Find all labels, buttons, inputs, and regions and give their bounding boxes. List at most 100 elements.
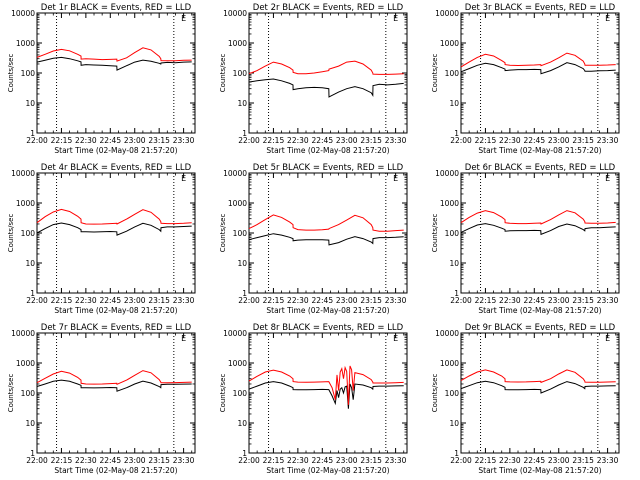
- x-tick-label: 23:30: [385, 456, 407, 465]
- event-marker-label: E: [605, 14, 610, 23]
- y-tick-label: 1000: [440, 359, 459, 368]
- x-tick-label: 23:00: [548, 296, 570, 305]
- x-tick-label: 23:30: [385, 296, 407, 305]
- y-axis-label: Counts/sec: [431, 374, 439, 413]
- x-tick-label: 22:15: [475, 296, 497, 305]
- y-tick-label: 1: [30, 289, 35, 298]
- panel-title: Det 8r BLACK = Events, RED = LLD: [253, 323, 404, 333]
- event-marker-label: E: [393, 174, 398, 183]
- x-tick-label: 22:00: [26, 136, 48, 145]
- y-tick-label: 100: [233, 389, 248, 398]
- x-tick-label: 23:30: [597, 136, 619, 145]
- x-tick-label: 22:30: [75, 296, 97, 305]
- y-tick-label: 10: [25, 99, 35, 108]
- x-tick-label: 23:00: [124, 456, 146, 465]
- x-tick-label: 22:00: [450, 456, 472, 465]
- y-tick-label: 10: [449, 259, 459, 268]
- events-series-line: [248, 233, 404, 246]
- y-tick-label: 1000: [228, 199, 247, 208]
- x-tick-label: 22:45: [311, 296, 333, 305]
- lld-series-line: [248, 365, 404, 405]
- y-axis-label: Counts/sec: [219, 214, 227, 253]
- x-tick-label: 22:30: [499, 296, 521, 305]
- y-tick-label: 10000: [435, 169, 459, 178]
- lld-series-line: [36, 47, 192, 62]
- y-tick-label: 10: [237, 99, 247, 108]
- y-tick-label: 10000: [11, 169, 35, 178]
- panel-title: Det 6r BLACK = Events, RED = LLD: [465, 163, 616, 173]
- plot-frame: [248, 172, 408, 294]
- x-tick-label: 22:45: [311, 136, 333, 145]
- panel-title: Det 7r BLACK = Events, RED = LLD: [41, 323, 192, 333]
- x-axis-label: Start Time (02-May-08 21:57:20): [478, 306, 601, 315]
- event-marker-label: E: [393, 14, 398, 23]
- y-tick-label: 10: [25, 419, 35, 428]
- x-tick-label: 23:15: [360, 456, 382, 465]
- y-tick-label: 100: [233, 69, 248, 78]
- events-series-line: [248, 381, 404, 409]
- y-tick-label: 1: [30, 129, 35, 138]
- detector-panel-6: Det 6r BLACK = Events, RED = LLD 1 10 100 10…: [431, 163, 620, 315]
- y-tick-label: 1: [454, 129, 459, 138]
- plot-frame: [36, 12, 196, 134]
- panel-title: Det 5r BLACK = Events, RED = LLD: [253, 163, 404, 173]
- y-tick-label: 100: [21, 69, 36, 78]
- events-series-line: [36, 379, 192, 392]
- plot-frame: [460, 172, 620, 294]
- y-axis-label: Counts/sec: [431, 214, 439, 253]
- y-tick-label: 100: [233, 229, 248, 238]
- x-tick-label: 23:15: [360, 136, 382, 145]
- y-tick-label: 10: [237, 419, 247, 428]
- y-axis-label: Counts/sec: [219, 374, 227, 413]
- x-tick-label: 23:15: [148, 456, 170, 465]
- y-axis-label: Counts/sec: [7, 374, 15, 413]
- y-tick-label: 10000: [223, 9, 247, 18]
- lld-series-line: [248, 214, 404, 232]
- x-axis-label: Start Time (02-May-08 21:57:20): [54, 466, 177, 475]
- x-tick-label: 22:15: [263, 136, 285, 145]
- y-tick-label: 10: [449, 99, 459, 108]
- events-series-line: [460, 223, 616, 236]
- x-tick-label: 22:30: [499, 136, 521, 145]
- detector-panel-4: Det 4r BLACK = Events, RED = LLD 1 10 100 10…: [7, 163, 196, 315]
- y-tick-label: 100: [445, 229, 460, 238]
- y-tick-label: 1: [454, 449, 459, 458]
- detector-panel-7: Det 7r BLACK = Events, RED = LLD 1 10 100 10…: [7, 323, 196, 475]
- y-tick-label: 1000: [440, 39, 459, 48]
- x-tick-label: 22:30: [287, 296, 309, 305]
- event-marker-label: E: [181, 174, 186, 183]
- x-tick-label: 22:00: [238, 296, 260, 305]
- x-tick-label: 22:45: [523, 456, 545, 465]
- x-tick-label: 22:00: [238, 456, 260, 465]
- x-tick-label: 23:00: [336, 136, 358, 145]
- panel-title: Det 2r BLACK = Events, RED = LLD: [253, 3, 404, 13]
- event-marker-label: E: [181, 14, 186, 23]
- y-tick-label: 100: [21, 229, 36, 238]
- detector-panel-2: Det 2r BLACK = Events, RED = LLD 1 10 100 10…: [219, 3, 408, 155]
- x-tick-label: 23:30: [173, 456, 195, 465]
- plot-frame: [36, 172, 196, 294]
- event-marker-label: E: [605, 174, 610, 183]
- detector-panel-5: Det 5r BLACK = Events, RED = LLD 1 10 100 10…: [219, 163, 408, 315]
- detector-panel-1: Det 1r BLACK = Events, RED = LLD 1 10 100 10…: [7, 3, 196, 155]
- detector-panel-9: Det 9r BLACK = Events, RED = LLD 1 10 100 10…: [431, 323, 620, 475]
- x-axis-label: Start Time (02-May-08 21:57:20): [54, 306, 177, 315]
- x-tick-label: 23:00: [548, 136, 570, 145]
- y-tick-label: 10000: [223, 329, 247, 338]
- y-tick-label: 1000: [228, 39, 247, 48]
- x-tick-label: 23:30: [173, 296, 195, 305]
- y-tick-label: 10: [449, 419, 459, 428]
- events-series-line: [460, 380, 616, 394]
- y-axis-label: Counts/sec: [7, 54, 15, 93]
- x-tick-label: 23:00: [124, 136, 146, 145]
- y-tick-label: 1000: [16, 39, 35, 48]
- y-tick-label: 1: [242, 449, 247, 458]
- x-axis-label: Start Time (02-May-08 21:57:20): [478, 466, 601, 475]
- x-tick-label: 22:00: [26, 456, 48, 465]
- event-marker-label: E: [605, 334, 610, 343]
- x-tick-label: 22:30: [287, 456, 309, 465]
- y-tick-label: 1: [242, 289, 247, 298]
- x-tick-label: 22:15: [51, 456, 73, 465]
- y-tick-label: 1: [242, 129, 247, 138]
- x-tick-label: 23:30: [385, 136, 407, 145]
